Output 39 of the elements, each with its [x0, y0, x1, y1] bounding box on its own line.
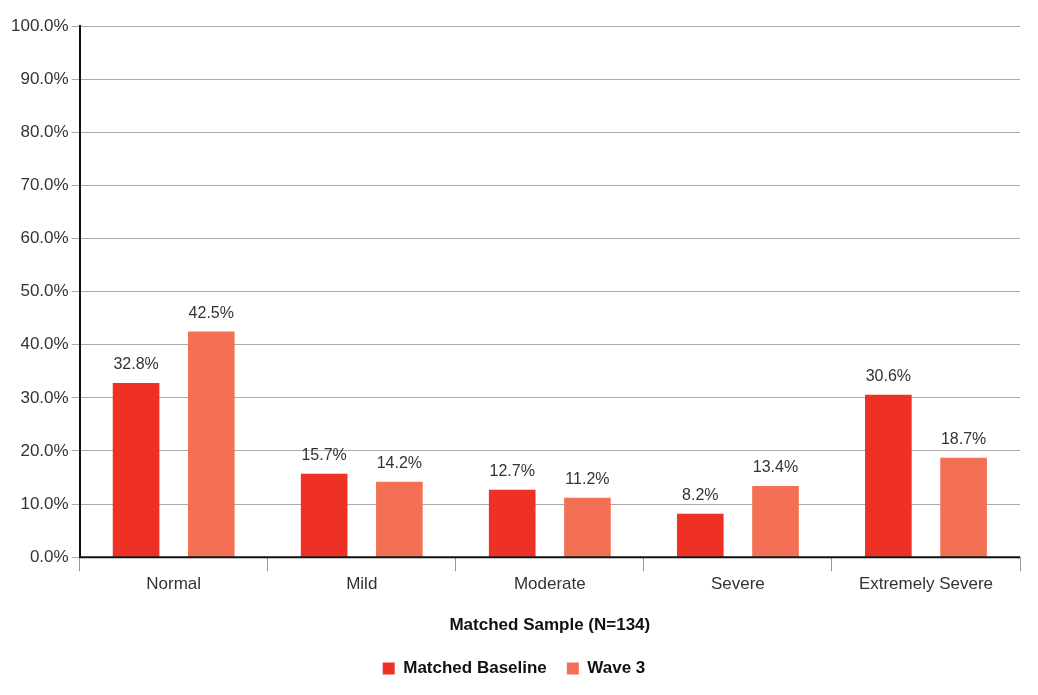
y-tick-label: 40.0% [20, 334, 69, 354]
bar [564, 497, 611, 557]
data-label: 8.2% [682, 486, 719, 504]
y-tick-label: 100.0% [10, 15, 69, 35]
bar [300, 473, 348, 557]
y-tick-label: 30.0% [20, 387, 69, 407]
x-tick-label: Extremely Severe [858, 574, 994, 594]
y-tick-label: 60.0% [20, 228, 69, 248]
bar [187, 331, 235, 557]
bar [752, 486, 799, 557]
data-label: 32.8% [113, 355, 159, 373]
bar [112, 382, 160, 557]
data-label: 30.6% [865, 367, 912, 385]
legend-label: Matched Baseline [403, 658, 547, 678]
y-tick-label: 50.0% [20, 281, 69, 301]
data-label: 18.7% [940, 430, 987, 448]
bar [376, 481, 423, 557]
y-tick-label: 70.0% [20, 175, 69, 195]
bar [940, 457, 987, 557]
bar [676, 513, 724, 557]
x-tick-label: Moderate [513, 574, 586, 594]
data-label: 42.5% [188, 303, 234, 321]
y-tick-label: 80.0% [20, 121, 69, 141]
x-tick-label: Severe [710, 574, 765, 594]
x-tick-label: Mild [346, 574, 378, 594]
x-axis-title: Matched Sample (N=134) [449, 615, 651, 635]
y-tick-label: 90.0% [20, 68, 69, 88]
legend-label: Wave 3 [587, 658, 646, 678]
data-label: 13.4% [752, 458, 799, 476]
y-tick-label: 10.0% [20, 493, 69, 513]
data-label: 12.7% [489, 462, 535, 480]
y-tick-label: 20.0% [20, 440, 69, 460]
bar [488, 489, 536, 557]
x-tick-label: Normal [146, 574, 202, 594]
y-tick-label: 0.0% [29, 546, 69, 566]
data-label: 15.7% [301, 446, 347, 464]
bar [865, 394, 912, 557]
data-label: 14.2% [376, 454, 423, 472]
data-label: 11.2% [565, 470, 610, 488]
